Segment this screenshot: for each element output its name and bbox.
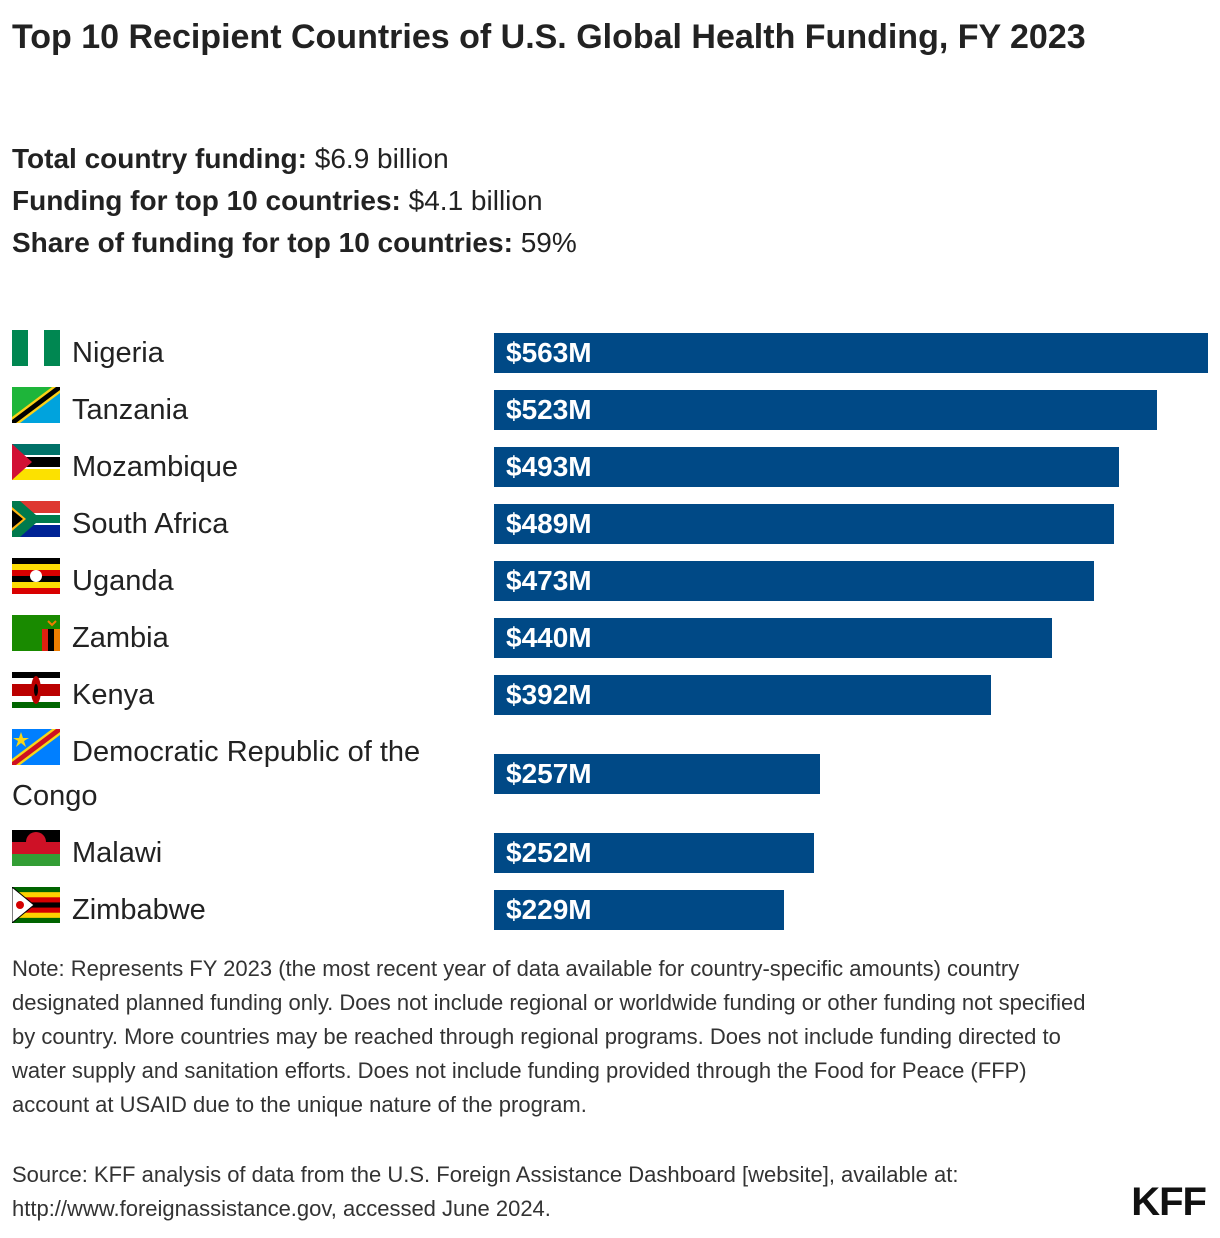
bar — [494, 674, 992, 715]
bar-chart: Nigeria $563M Tanzania $523M Mozambique $493M… — [11, 330, 1208, 944]
flag-icon — [12, 558, 60, 595]
logo: KFF — [1131, 1180, 1207, 1224]
value-label: $229M — [506, 893, 592, 925]
category-label: South Africa — [12, 501, 482, 546]
category-label: Nigeria — [12, 330, 482, 375]
bar-track: $563M — [494, 332, 1208, 373]
bar-row: Nigeria $563M — [12, 330, 1208, 375]
bar-row: Malawi $252M — [12, 830, 1208, 875]
category-label: Zambia — [12, 615, 482, 660]
value-label: $563M — [506, 336, 592, 368]
flag-icon — [12, 501, 60, 538]
category-name: Tanzania — [72, 394, 189, 426]
bar-row: Tanzania $523M — [12, 387, 1208, 432]
bar — [494, 446, 1120, 487]
bar-row: Uganda $473M — [12, 558, 1208, 603]
flag-icon — [12, 729, 60, 765]
bar — [494, 503, 1115, 544]
bar-track: $489M — [494, 503, 1208, 544]
bar — [494, 753, 820, 794]
stat-line: Total country funding: $6.9 billion — [12, 138, 1202, 180]
bar-track: $252M — [494, 832, 1208, 873]
bar-row: Mozambique $493M — [12, 444, 1208, 489]
category-name: Zambia — [72, 622, 169, 654]
source: Source: KFF analysis of data from the U.… — [12, 1162, 959, 1221]
stat-label: Total country funding: — [12, 143, 307, 174]
value-label: $523M — [506, 393, 592, 425]
category-name: South Africa — [72, 508, 229, 540]
bar-row: Zimbabwe $229M — [11, 885, 1208, 932]
bar — [494, 560, 1094, 601]
category-name: Kenya — [72, 679, 155, 711]
stat-line: Funding for top 10 countries: $4.1 billi… — [12, 180, 1202, 222]
category-label: Zimbabwe — [11, 885, 482, 932]
category-label: Mozambique — [12, 444, 482, 489]
bar-track: $493M — [494, 446, 1208, 487]
category-name: Nigeria — [72, 337, 164, 369]
category-name: Mozambique — [72, 451, 239, 483]
category-label: Uganda — [12, 558, 482, 603]
flag-icon — [12, 330, 60, 366]
bar-track: $229M — [494, 889, 1208, 930]
category-label: Kenya — [12, 672, 482, 717]
flag-icon — [12, 830, 60, 867]
flag-icon — [12, 672, 60, 709]
category-label: Malawi — [12, 830, 482, 875]
category-name: Malawi — [72, 837, 163, 869]
bar-track: $523M — [494, 389, 1208, 430]
category-label: Democratic Republic of the Congo — [12, 729, 482, 818]
value-label: $257M — [506, 757, 592, 789]
value-label: $489M — [506, 507, 592, 539]
stat-line: Share of funding for top 10 countries: 5… — [12, 222, 1202, 264]
bar — [494, 332, 1208, 373]
value-label: $252M — [506, 836, 592, 868]
bar — [494, 617, 1052, 658]
category-name: Zimbabwe — [72, 894, 206, 926]
stat-label: Share of funding for top 10 countries: — [12, 227, 513, 258]
bar-track: $440M — [494, 617, 1208, 658]
bar-track: $473M — [494, 560, 1208, 601]
bar-row: South Africa $489M — [12, 501, 1208, 546]
value-label: $493M — [506, 450, 592, 482]
bar — [494, 389, 1158, 430]
flag-icon — [12, 444, 60, 481]
bar-row: Democratic Republic of the Congo $257M — [12, 729, 1208, 818]
bar-track: $392M — [494, 674, 1208, 715]
stat-value: $4.1 billion — [408, 185, 543, 216]
bar — [494, 832, 814, 873]
flag-icon — [12, 615, 60, 651]
stat-value: 59% — [520, 227, 577, 258]
category-name: Democratic Republic of the Congo — [12, 736, 421, 812]
bar-row: Kenya $392M — [12, 672, 1208, 717]
bar-track: $257M — [494, 753, 1208, 794]
value-label: $473M — [506, 564, 592, 596]
value-label: $392M — [506, 678, 592, 710]
flag-icon — [12, 387, 60, 423]
note: Note: Represents FY 2023 (the most recen… — [12, 956, 1086, 1117]
chart-title: Top 10 Recipient Countries of U.S. Globa… — [12, 18, 1086, 56]
value-label: $440M — [506, 621, 592, 653]
stat-label: Funding for top 10 countries: — [12, 185, 401, 216]
summary-stats: Total country funding: $6.9 billion Fundi… — [12, 138, 1202, 264]
category-label: Tanzania — [12, 387, 482, 432]
flag-icon — [11, 885, 60, 925]
bar — [494, 889, 785, 930]
bar-row: Zambia $440M — [12, 615, 1208, 660]
category-name: Uganda — [72, 565, 174, 597]
stat-value: $6.9 billion — [314, 143, 449, 174]
